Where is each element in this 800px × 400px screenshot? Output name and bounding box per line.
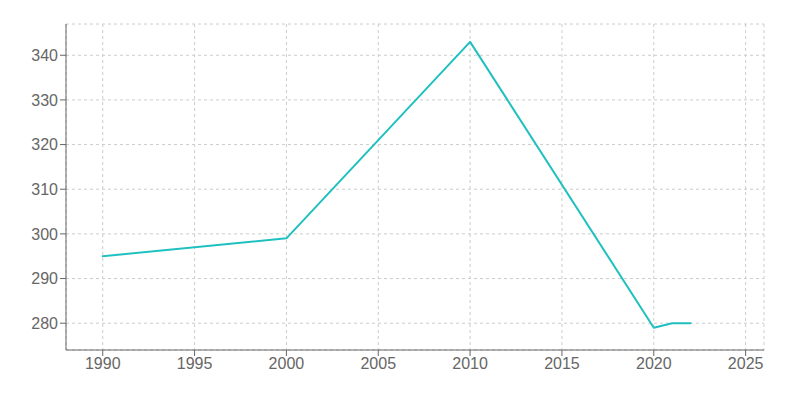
svg-text:2000: 2000: [269, 355, 305, 372]
svg-text:2025: 2025: [728, 355, 764, 372]
svg-text:2015: 2015: [544, 355, 580, 372]
svg-text:310: 310: [31, 181, 58, 198]
svg-text:1990: 1990: [85, 355, 121, 372]
svg-text:320: 320: [31, 136, 58, 153]
svg-text:2020: 2020: [636, 355, 672, 372]
svg-text:2005: 2005: [360, 355, 396, 372]
svg-text:300: 300: [31, 226, 58, 243]
svg-text:280: 280: [31, 315, 58, 332]
svg-text:2010: 2010: [452, 355, 488, 372]
svg-text:290: 290: [31, 270, 58, 287]
svg-text:330: 330: [31, 92, 58, 109]
svg-text:340: 340: [31, 47, 58, 64]
svg-text:1995: 1995: [177, 355, 213, 372]
